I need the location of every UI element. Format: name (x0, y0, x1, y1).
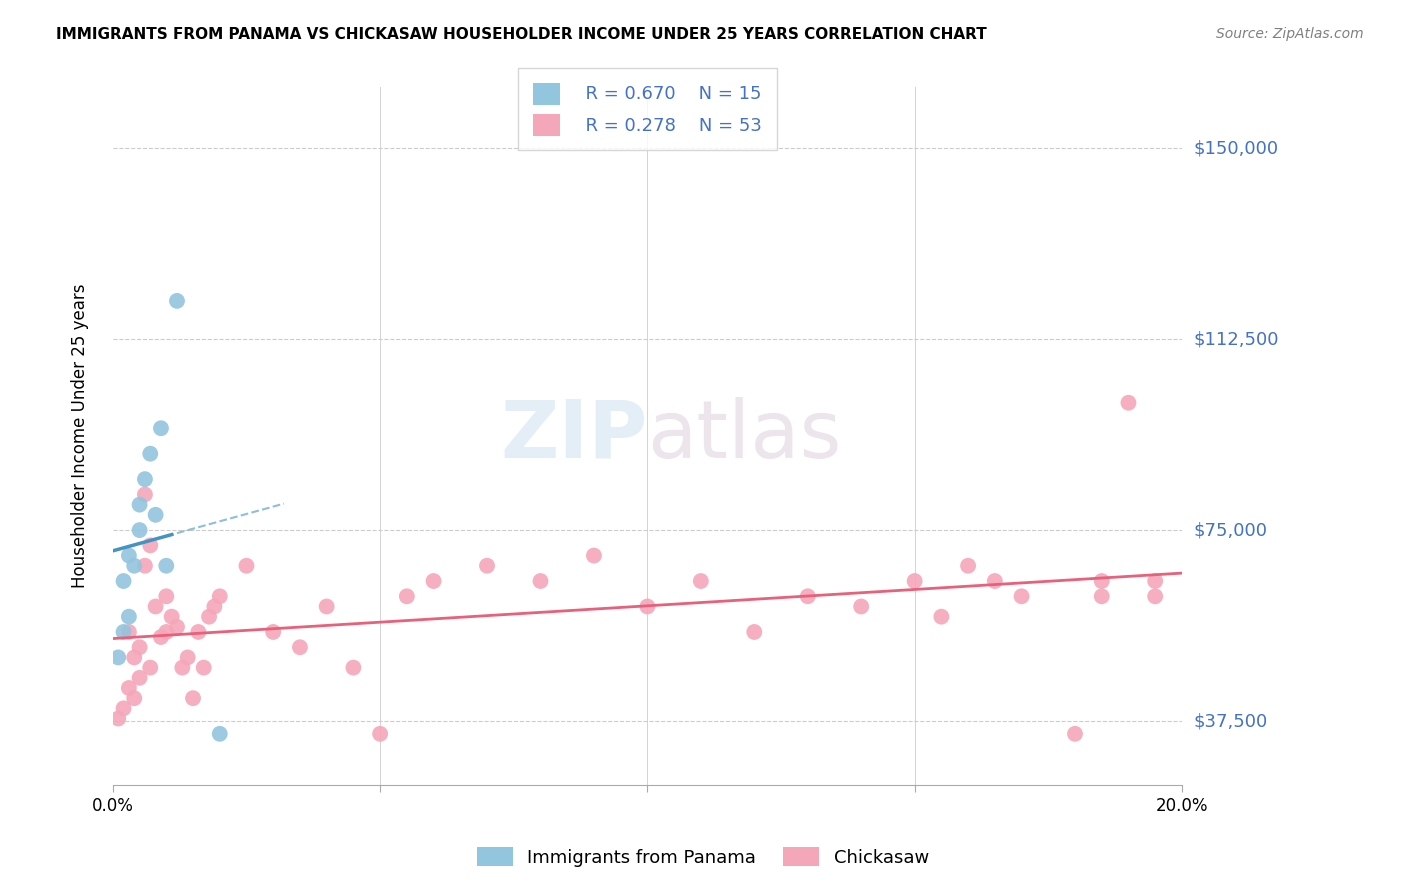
Point (1091, 574, 1114, 588)
Point (742, 624, 765, 639)
Text: $112,500: $112,500 (1194, 330, 1278, 348)
Point (187, 624, 209, 639)
Point (155, 624, 177, 639)
Legend: Immigrants from Panama, Chickasaw: Immigrants from Panama, Chickasaw (470, 840, 936, 874)
Point (422, 574, 444, 588)
Point (475, 558, 498, 573)
Point (128, 640, 150, 655)
Point (262, 624, 284, 639)
Point (118, 681, 141, 695)
Point (395, 589, 418, 603)
Point (134, 472, 156, 486)
Point (208, 727, 231, 741)
Point (122, 650, 145, 665)
Point (368, 727, 391, 741)
Point (145, 508, 167, 522)
Text: $37,500: $37,500 (1194, 712, 1267, 730)
Point (128, 523, 150, 537)
Text: $75,000: $75,000 (1194, 521, 1267, 539)
Point (107, 712, 129, 726)
Point (118, 624, 141, 639)
Point (107, 650, 129, 665)
Point (166, 620, 188, 634)
Point (984, 574, 1007, 588)
Point (134, 558, 156, 573)
Point (149, 630, 172, 644)
Point (1011, 589, 1033, 603)
Point (1118, 396, 1140, 410)
Point (155, 589, 177, 603)
Point (134, 487, 156, 501)
Point (112, 574, 135, 588)
Point (118, 609, 141, 624)
Legend:   R = 0.670    N = 15,   R = 0.278    N = 53: R = 0.670 N = 15, R = 0.278 N = 53 (519, 68, 776, 150)
Point (139, 660, 162, 674)
Point (1144, 589, 1167, 603)
Point (198, 609, 221, 624)
Point (112, 701, 135, 715)
Point (931, 609, 953, 624)
Point (139, 447, 162, 461)
Point (155, 558, 177, 573)
Point (1064, 727, 1087, 741)
Point (1091, 589, 1114, 603)
Point (193, 660, 215, 674)
Point (315, 599, 337, 614)
Point (582, 549, 605, 563)
Point (172, 660, 194, 674)
Y-axis label: Householder Income Under 25 years: Householder Income Under 25 years (72, 284, 89, 588)
Point (796, 589, 818, 603)
Point (128, 498, 150, 512)
Text: $150,000: $150,000 (1194, 139, 1278, 157)
Point (208, 589, 231, 603)
Point (122, 558, 145, 573)
Point (851, 599, 873, 614)
Point (957, 558, 980, 573)
Point (176, 650, 198, 665)
Text: atlas: atlas (647, 397, 842, 475)
Point (122, 691, 145, 706)
Point (689, 574, 711, 588)
Point (288, 640, 311, 655)
Point (139, 538, 162, 552)
Point (529, 574, 551, 588)
Point (112, 624, 135, 639)
Text: ZIP: ZIP (501, 397, 647, 475)
Point (342, 660, 364, 674)
Point (904, 574, 927, 588)
Point (235, 558, 257, 573)
Point (128, 671, 150, 685)
Point (118, 549, 141, 563)
Point (145, 599, 167, 614)
Point (1144, 574, 1167, 588)
Point (202, 599, 225, 614)
Point (636, 599, 658, 614)
Point (166, 293, 188, 308)
Point (181, 691, 204, 706)
Point (160, 609, 183, 624)
Text: IMMIGRANTS FROM PANAMA VS CHICKASAW HOUSEHOLDER INCOME UNDER 25 YEARS CORRELATIO: IMMIGRANTS FROM PANAMA VS CHICKASAW HOUS… (56, 27, 987, 42)
Text: Source: ZipAtlas.com: Source: ZipAtlas.com (1216, 27, 1364, 41)
Point (149, 421, 172, 435)
